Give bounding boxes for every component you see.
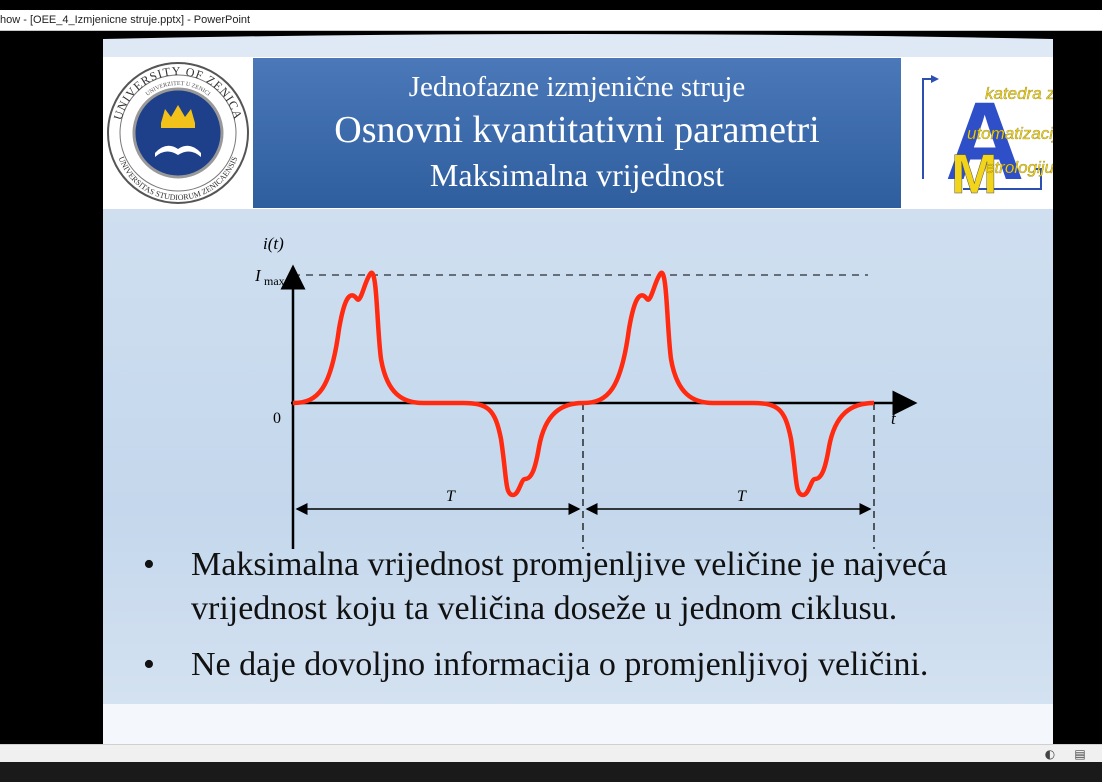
slide-topic: Jednofazne izmjenične struje: [408, 71, 746, 103]
slide-body: [103, 209, 1053, 709]
period-label-1: T: [446, 488, 456, 505]
current-waveform: [292, 270, 875, 498]
x-axis-label: t: [891, 409, 897, 428]
slide-bottom-edge: [103, 704, 1053, 744]
slideshow-stage: UNIVERSITY OF ZENICA UNIVERSITAS STUDIOR…: [0, 31, 1102, 744]
svg-text:utomatizaciju i: utomatizaciju i: [967, 124, 1053, 143]
imax-label: I: [254, 266, 262, 285]
slide[interactable]: UNIVERSITY OF ZENICA UNIVERSITAS STUDIOR…: [103, 31, 1076, 744]
department-logo: A M katedra za utomatizaciju i etrologij…: [903, 59, 1076, 207]
slide-top-edge: [103, 34, 1053, 61]
logo-letter-a: A: [945, 80, 1024, 203]
title-banner: Jednofazne izmjenične struje Osnovni kva…: [253, 58, 901, 208]
window-titlebar: how - [OEE_4_Izmjenicne struje.pptx] - P…: [0, 10, 1102, 31]
slideshow-statusbar: ◐ ▤: [0, 744, 1102, 763]
university-seal-logo: UNIVERSITY OF ZENICA UNIVERSITAS STUDIOR…: [103, 57, 253, 209]
settings-icon[interactable]: ◐: [1044, 747, 1056, 761]
svg-text:katedra za: katedra za: [985, 84, 1053, 103]
slide-title: Osnovni kvantitativni parametri: [334, 109, 820, 151]
period-label-2: T: [737, 488, 747, 505]
slide-sorter-icon[interactable]: ▤: [1074, 747, 1086, 761]
waveform-diagram: i(t) t 0 I max T T: [254, 234, 918, 549]
y-axis-label: i(t): [263, 234, 284, 253]
window-title: how - [OEE_4_Izmjenicne struje.pptx] - P…: [0, 14, 251, 26]
bullet-item: • Maksimalna vrijednost promjenljive veli…: [143, 546, 948, 627]
slide-header: UNIVERSITY OF ZENICA UNIVERSITAS STUDIOR…: [103, 57, 1076, 209]
svg-text:etrologiju: etrologiju: [985, 158, 1053, 177]
logo-letter-m: M: [951, 142, 998, 205]
bullet-item: • Ne daje dovoljno informacija o promjenl…: [143, 646, 929, 683]
slide-subtitle: Maksimalna vrijednost: [429, 157, 725, 193]
bullet-list: • Maksimalna vrijednost promjenljive veli…: [143, 543, 1033, 699]
screen-bottom: [0, 762, 1102, 782]
origin-label: 0: [273, 410, 281, 427]
imax-subscript: max: [264, 274, 285, 288]
